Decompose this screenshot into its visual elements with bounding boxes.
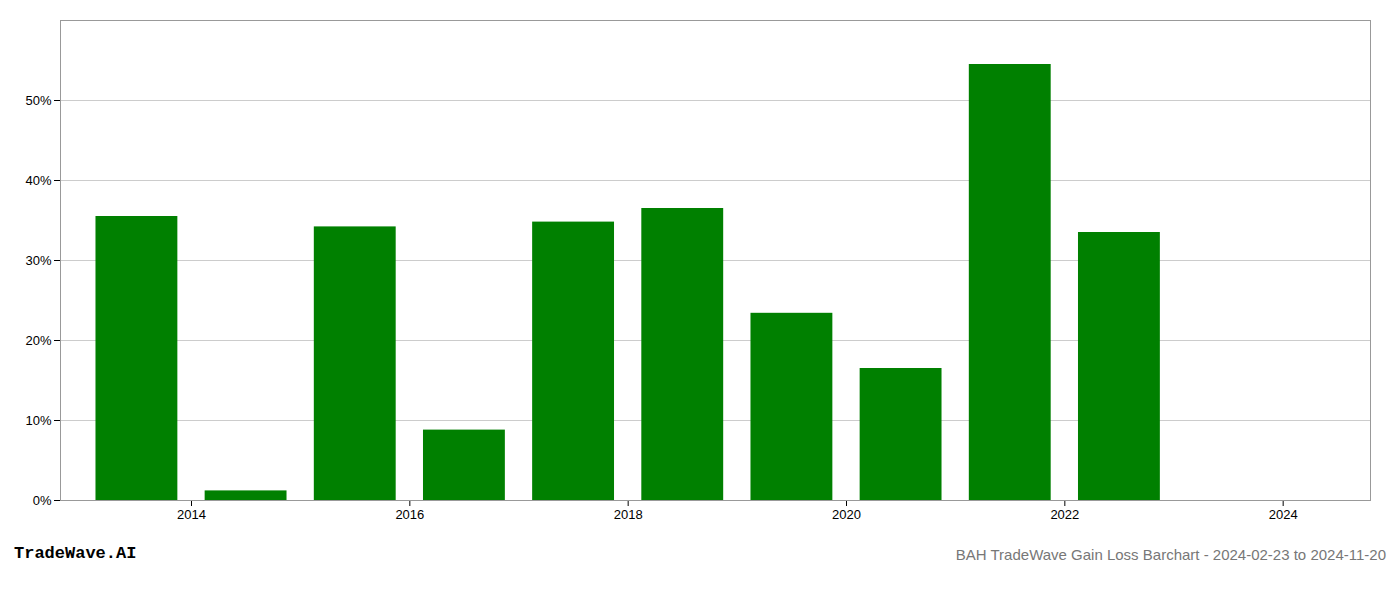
svg-text:50%: 50% — [25, 93, 51, 108]
svg-text:30%: 30% — [25, 253, 51, 268]
svg-text:0%: 0% — [33, 493, 52, 508]
svg-text:20%: 20% — [25, 333, 51, 348]
svg-text:2014: 2014 — [177, 507, 206, 522]
svg-text:2018: 2018 — [614, 507, 643, 522]
svg-text:2016: 2016 — [395, 507, 424, 522]
svg-text:40%: 40% — [25, 173, 51, 188]
svg-text:2020: 2020 — [832, 507, 861, 522]
svg-text:10%: 10% — [25, 413, 51, 428]
svg-text:2022: 2022 — [1050, 507, 1079, 522]
html-text:BAH TradeWave Gain Loss Barcha: BAH TradeWave Gain Loss Barchart - 2024-… — [955, 546, 1386, 563]
svg-text:2024: 2024 — [1269, 507, 1298, 522]
html-text:TradeWave.AI: TradeWave.AI — [14, 544, 137, 563]
